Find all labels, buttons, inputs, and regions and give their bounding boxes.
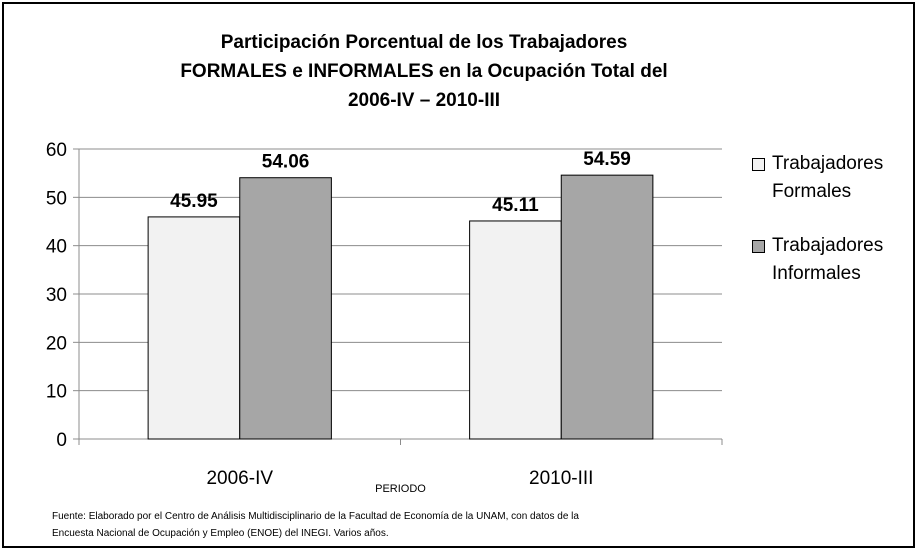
chart-title-line-3: 2006-IV – 2010-III [347, 90, 501, 111]
data-label-informales-0: 54.06 [262, 152, 310, 173]
legend-label-informales-line-1: Trabajadores [772, 235, 884, 256]
y-tick-label: 20 [46, 333, 67, 354]
y-tick-label: 60 [46, 140, 67, 161]
legend-swatch-formales [752, 158, 765, 171]
y-tick-label: 10 [46, 382, 67, 403]
chart-title-line-1: Participación Porcentual de los Trabajad… [220, 32, 628, 53]
y-tick-label: 0 [56, 430, 67, 451]
legend-label-informales-line-2: Informales [772, 263, 861, 284]
chart-plot: 0 10 20 30 40 50 60 45.95 54.06 2006-IV 45.11 54.59… [46, 140, 723, 495]
source-note: Fuente: Elaborado por el Centro de Análi… [52, 508, 732, 542]
data-label-formales-0: 45.95 [170, 191, 218, 212]
x-axis-title: PERIODO [375, 483, 426, 495]
source-note-line-2: Encuesta Nacional de Ocupación y Empleo … [52, 528, 389, 539]
chart-title-line-2: FORMALES e INFORMALES en la Ocupación To… [180, 61, 668, 82]
chart-frame: Participación Porcentual de los Trabajad… [2, 2, 915, 548]
bar-informales-0 [239, 177, 332, 440]
x-tick-label: 2010-III [529, 468, 593, 489]
y-tick-label: 50 [46, 188, 67, 209]
legend-label-formales-line-2: Formales [772, 181, 852, 202]
bar-formales-1 [469, 220, 562, 440]
x-tick-label: 2006-IV [206, 468, 273, 489]
y-tick-label: 30 [46, 285, 67, 306]
bar-formales-0 [147, 216, 241, 440]
y-tick-label: 40 [46, 237, 67, 258]
bar-informales-1 [560, 174, 654, 440]
data-label-informales-1: 54.59 [583, 149, 631, 170]
legend-label-informales: Trabajadores Informales [772, 232, 912, 288]
data-label-formales-1: 45.11 [492, 195, 539, 216]
legend-swatch-informales [752, 240, 765, 253]
source-note-line-1: Fuente: Elaborado por el Centro de Análi… [52, 511, 579, 522]
legend-label-formales: Trabajadores Formales [772, 150, 912, 206]
legend-label-formales-line-1: Trabajadores [772, 153, 884, 174]
